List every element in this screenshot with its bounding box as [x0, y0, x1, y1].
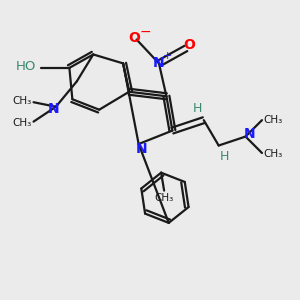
Text: CH₃: CH₃ [263, 148, 283, 159]
Text: H: H [193, 102, 203, 115]
Text: CH₃: CH₃ [154, 193, 174, 203]
Text: O: O [183, 38, 195, 52]
Text: N: N [48, 102, 59, 116]
Text: N: N [136, 142, 148, 156]
Text: H: H [219, 150, 229, 164]
Text: N: N [243, 127, 255, 141]
Text: CH₃: CH₃ [12, 118, 31, 128]
Text: +: + [163, 51, 172, 61]
Text: HO: HO [16, 60, 37, 73]
Text: −: − [140, 25, 151, 39]
Text: N: N [153, 56, 165, 70]
Text: CH₃: CH₃ [263, 115, 283, 124]
Text: O: O [128, 31, 140, 45]
Text: CH₃: CH₃ [12, 96, 31, 106]
